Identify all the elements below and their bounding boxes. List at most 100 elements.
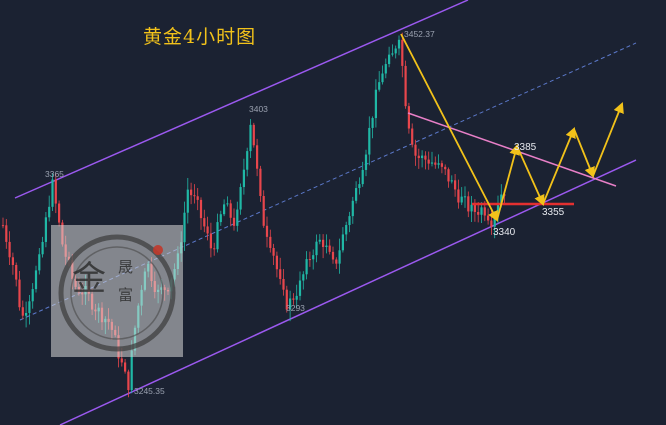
candle (411, 123, 414, 148)
candle-body (124, 362, 127, 372)
candle (249, 119, 252, 159)
candle (272, 243, 275, 265)
candle (28, 295, 31, 325)
label-projected-high: 3385 (514, 142, 537, 153)
candle-body (411, 128, 414, 145)
candle-body (404, 65, 407, 107)
price-labels: 3365 3403 3452.37 3293 3245.35 3385 3340 3355 (45, 29, 565, 396)
candle-body (229, 203, 232, 218)
candle (407, 102, 410, 134)
candle-body (226, 203, 229, 205)
label-support: 3355 (542, 207, 565, 218)
candle (315, 234, 318, 263)
candle (361, 161, 364, 187)
candle (444, 164, 447, 175)
candle-body (41, 241, 44, 255)
candle (427, 151, 430, 170)
candle (282, 269, 285, 296)
candle-body (487, 215, 490, 221)
candle (374, 79, 377, 128)
candle-body (269, 236, 272, 248)
candle (285, 285, 288, 313)
candle (397, 35, 401, 56)
candle-body (397, 39, 401, 49)
candle-body (467, 196, 470, 212)
candle-body (388, 54, 391, 65)
candle (124, 359, 127, 374)
watermark: 金晟富 (51, 225, 183, 357)
candle (355, 181, 358, 204)
candle-body (417, 155, 420, 159)
candle-body (25, 312, 28, 316)
candle-body (368, 127, 371, 155)
candle-body (447, 169, 450, 182)
candle-body (470, 204, 473, 212)
projection-arrow-3 (516, 145, 545, 206)
candle (391, 44, 394, 57)
candle-body (193, 195, 196, 197)
candle (1, 217, 5, 229)
candle-body (196, 196, 199, 200)
candle-body (186, 189, 189, 213)
candle (384, 58, 387, 79)
candle (341, 227, 344, 253)
candle (348, 211, 351, 233)
candle (460, 187, 463, 206)
candle (302, 271, 305, 290)
candle (265, 216, 269, 248)
candle-body (219, 214, 222, 223)
candle-body (341, 234, 344, 251)
candle (470, 195, 473, 223)
candle-body (490, 220, 493, 227)
candle (275, 251, 278, 278)
candle-body (209, 233, 212, 249)
candle (298, 271, 302, 301)
candle-body (358, 184, 361, 189)
candle (424, 151, 427, 170)
candle-body (282, 278, 285, 290)
candle (322, 234, 325, 259)
candle (388, 46, 391, 68)
candle-body (444, 166, 447, 170)
candle-body (473, 204, 476, 212)
candle (477, 202, 480, 223)
watermark-char-1: 金 (72, 259, 106, 299)
candle (338, 238, 341, 274)
candle (404, 60, 407, 109)
candle-body (308, 259, 311, 261)
label-swing-low: 3245.35 (134, 386, 165, 396)
candle-body (454, 180, 457, 190)
candle (127, 369, 130, 398)
candle-body (322, 239, 325, 248)
candle-body (384, 64, 387, 74)
candle-body (338, 250, 341, 264)
candle-body (272, 247, 275, 256)
candle (54, 173, 57, 214)
candle (279, 257, 282, 285)
candle (31, 283, 34, 309)
candle (351, 196, 354, 224)
candle-body (213, 248, 216, 250)
candle (401, 32, 404, 78)
candle-body (355, 188, 358, 201)
candle-body (450, 180, 453, 182)
candle (38, 247, 41, 275)
candle-body (414, 144, 417, 156)
candle-body (496, 204, 500, 216)
candle-body (259, 168, 262, 197)
candle (21, 300, 24, 320)
candle (371, 116, 374, 139)
candle-body (246, 151, 249, 170)
watermark-seal-dot (153, 245, 163, 255)
candle-body (345, 225, 348, 235)
candle-body (256, 145, 259, 169)
candle-body (127, 371, 130, 391)
candle (430, 151, 434, 167)
candle (209, 222, 212, 258)
candle-body (203, 218, 206, 227)
candle-body (199, 199, 203, 219)
candle (41, 236, 44, 258)
candle-body (239, 187, 242, 210)
candle (226, 196, 229, 207)
candle (186, 177, 189, 224)
